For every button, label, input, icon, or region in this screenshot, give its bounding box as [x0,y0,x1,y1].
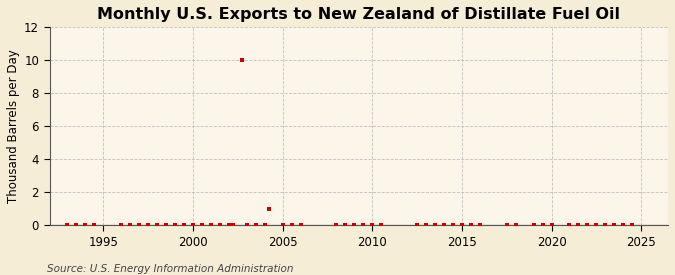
Point [358,223,369,228]
Point [340,223,351,228]
Point [546,223,557,228]
Point [179,223,190,228]
Point [71,223,82,228]
Text: Source: U.S. Energy Information Administration: Source: U.S. Energy Information Administ… [47,264,294,274]
Point [116,223,127,228]
Point [439,223,450,228]
Point [215,223,225,228]
Point [627,223,638,228]
Point [196,223,207,228]
Point [89,223,100,228]
Point [331,223,342,228]
Point [205,223,216,228]
Point [349,223,360,228]
Point [367,223,377,228]
Point [448,223,458,228]
Point [466,223,477,228]
Point [564,223,575,228]
Point [295,223,306,228]
Point [429,223,440,228]
Point [600,223,611,228]
Point [169,223,180,228]
Point [573,223,584,228]
Point [376,223,387,228]
Point [475,223,485,228]
Point [188,223,198,228]
Y-axis label: Thousand Barrels per Day: Thousand Barrels per Day [7,50,20,203]
Point [259,223,270,228]
Point [62,223,73,228]
Point [529,223,539,228]
Title: Monthly U.S. Exports to New Zealand of Distillate Fuel Oil: Monthly U.S. Exports to New Zealand of D… [97,7,620,22]
Point [237,58,248,62]
Point [456,223,467,228]
Point [502,223,512,228]
Point [609,223,620,228]
Point [152,223,163,228]
Point [228,223,239,228]
Point [412,223,423,228]
Point [161,223,171,228]
Point [125,223,136,228]
Point [250,223,261,228]
Point [421,223,431,228]
Point [223,223,234,228]
Point [510,223,521,228]
Point [142,223,153,228]
Point [582,223,593,228]
Point [277,223,288,228]
Point [537,223,548,228]
Point [286,223,297,228]
Point [242,223,252,228]
Point [80,223,90,228]
Point [591,223,601,228]
Point [134,223,144,228]
Point [264,207,275,211]
Point [618,223,628,228]
